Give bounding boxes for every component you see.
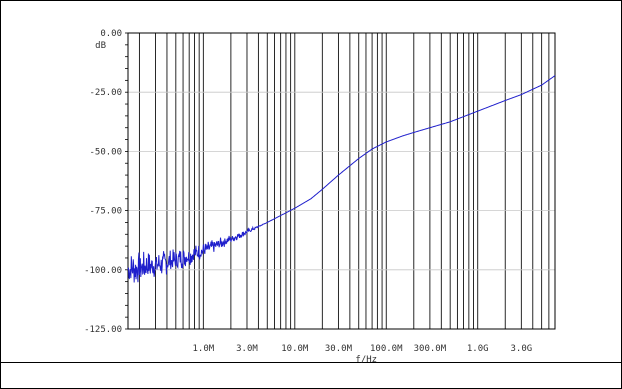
x-tick-label: 30.0M — [325, 344, 353, 354]
y-tick-label: -125.00 — [84, 325, 122, 335]
x-axis-label: f/Hz — [355, 355, 377, 365]
x-tick-label: 100.0M — [370, 344, 403, 354]
y-tick-label: -25.00 — [89, 88, 122, 98]
x-tick-label: 3.0M — [236, 344, 258, 354]
figure-bottom-rule — [0, 362, 622, 363]
y-tick-label: -50.00 — [89, 147, 122, 157]
plot-area — [127, 32, 556, 330]
x-tick-labels: 1.0M 3.0M 10.0M 30.0M 100.0M 300.0M 1.0G 3.0G — [193, 344, 533, 354]
x-tick-label: 1.0G — [467, 344, 489, 354]
x-tick-label: 300.0M — [414, 344, 447, 354]
y-axis-unit-label: dB — [95, 41, 106, 51]
grid-layer — [125, 32, 556, 330]
x-tick-label: 3.0G — [511, 344, 533, 354]
x-tick-label: 1.0M — [193, 344, 215, 354]
response-curve — [127, 75, 556, 283]
y-tick-labels: 0.00 -25.00 -50.00 -75.00 -100.00 -125.00 — [84, 29, 122, 335]
y-tick-label: -100.00 — [84, 266, 122, 276]
y-tick-label: 0.00 — [100, 29, 122, 39]
y-tick-label: -75.00 — [89, 207, 122, 217]
x-tick-label: 10.0M — [281, 344, 309, 354]
